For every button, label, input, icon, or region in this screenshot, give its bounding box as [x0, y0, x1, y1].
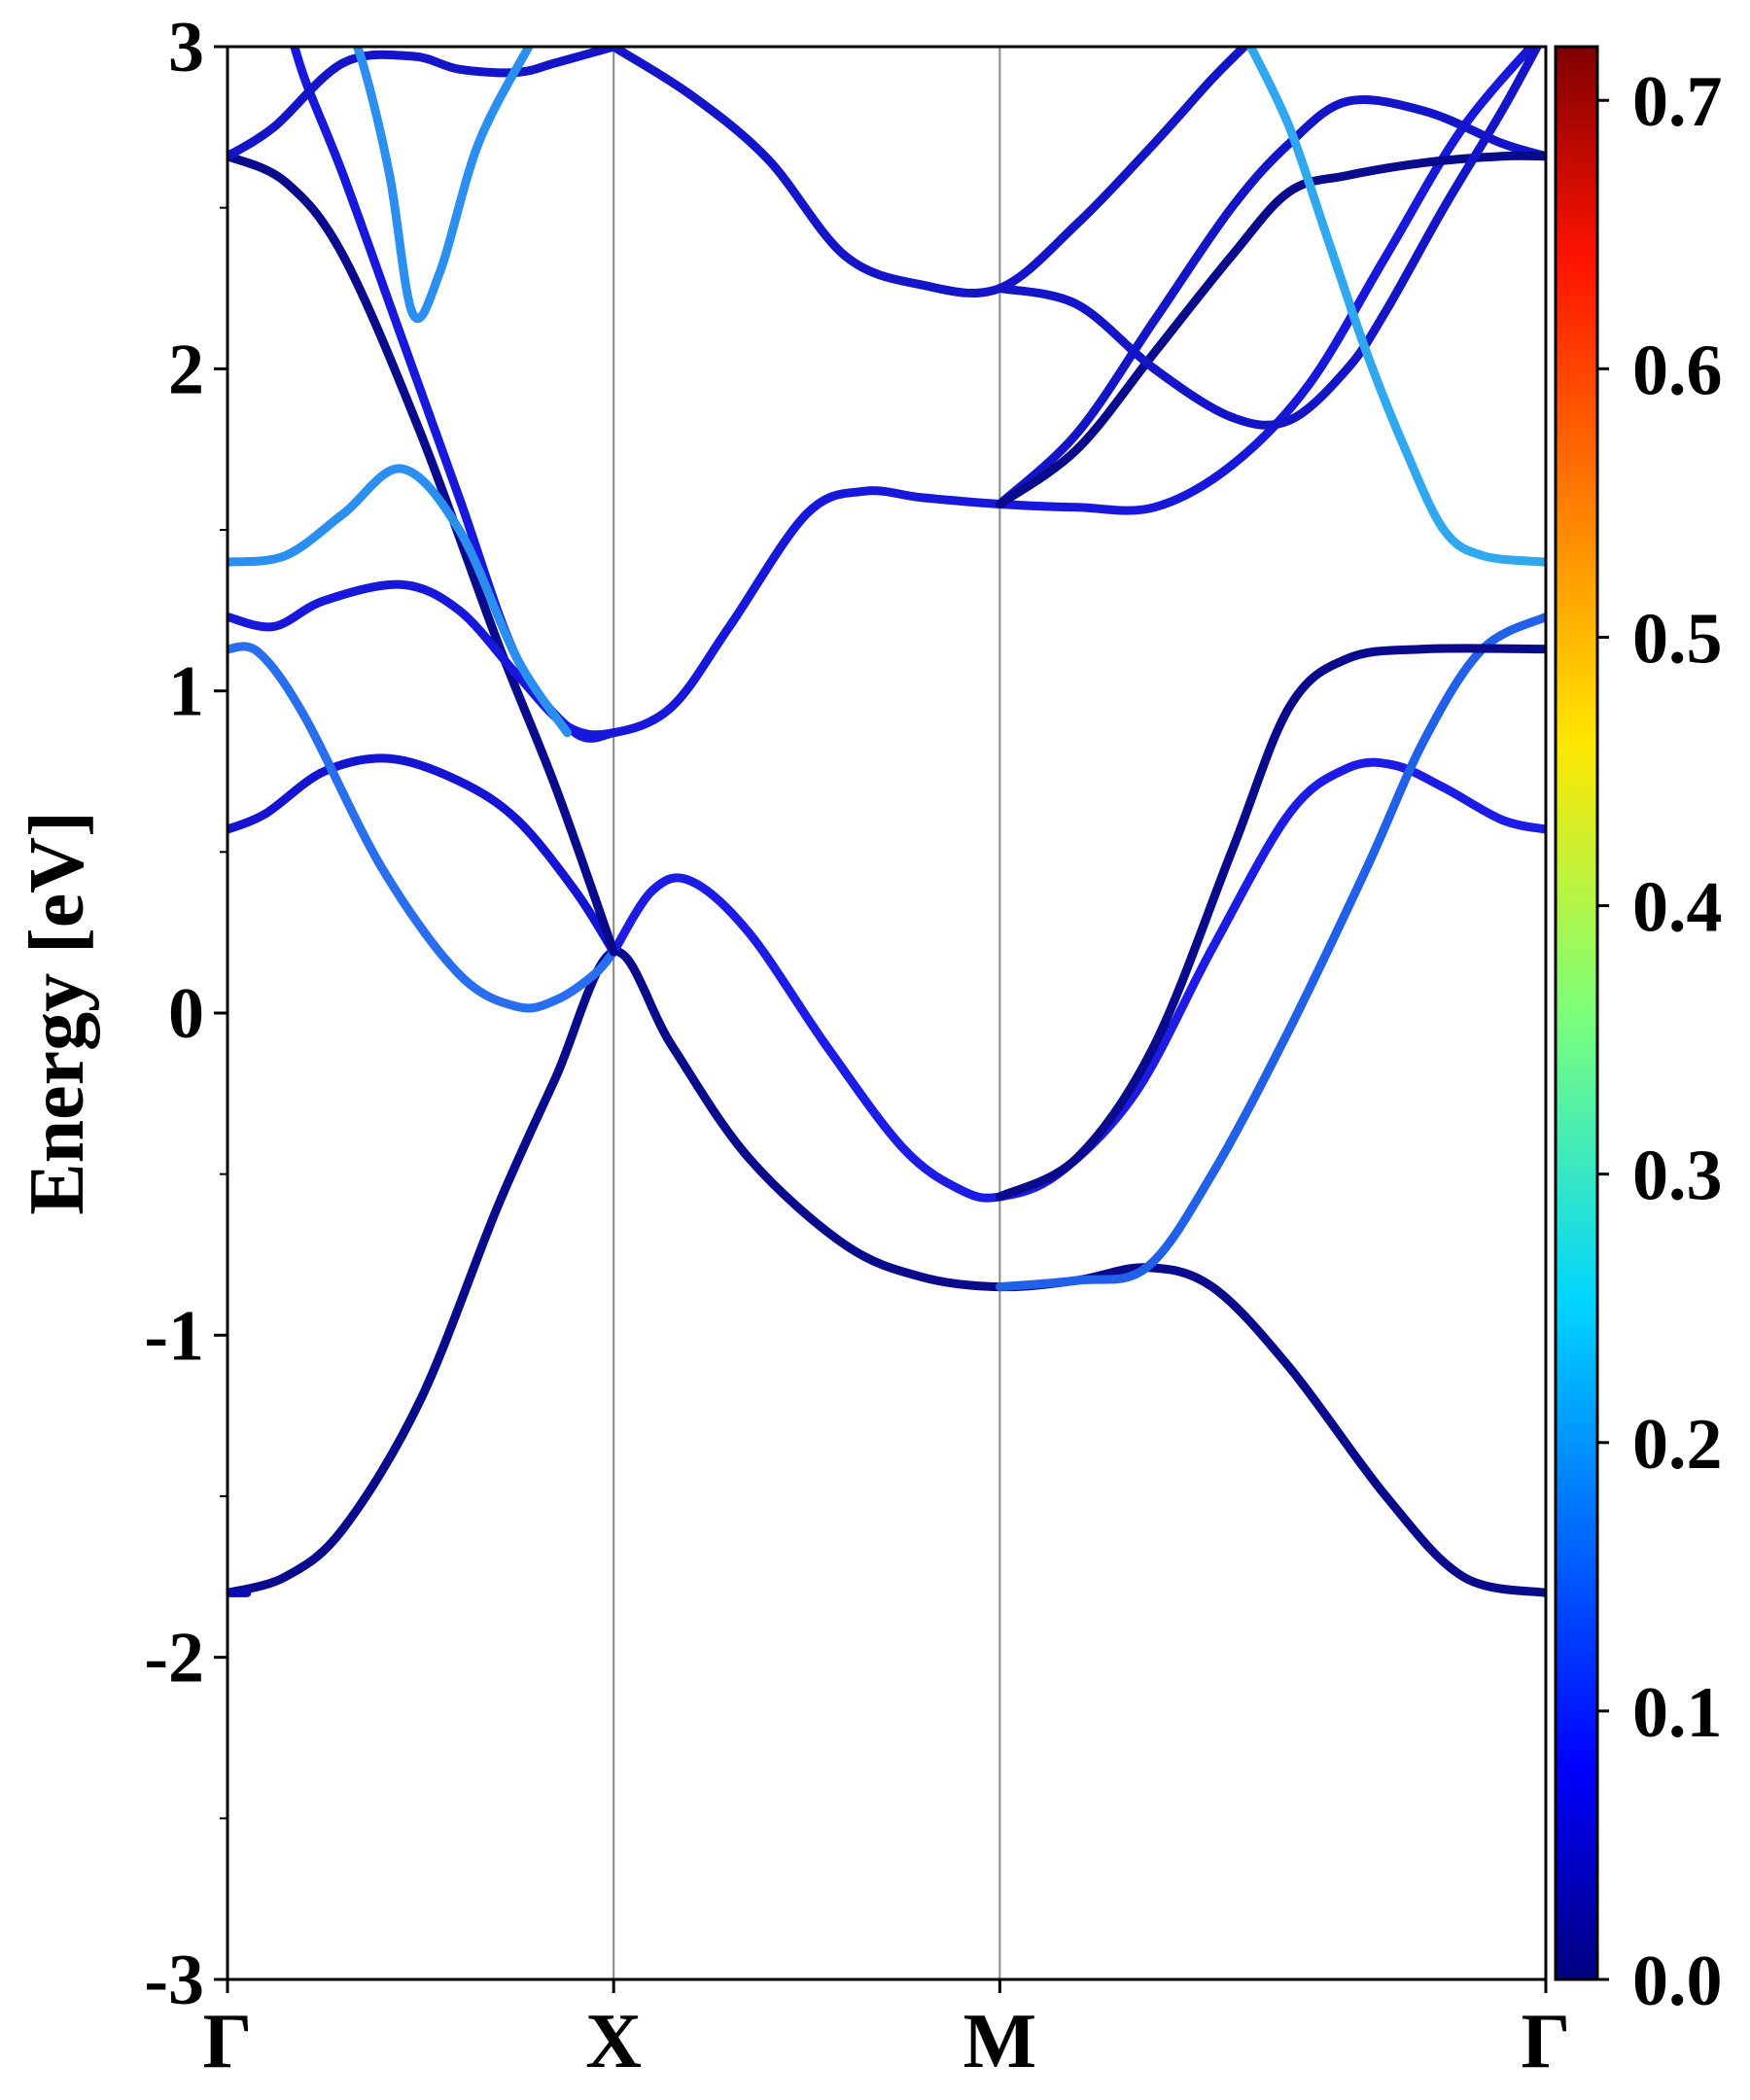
kpoint-label: M — [963, 1999, 1037, 2084]
band-line-15 — [609, 47, 1251, 298]
colorbar-tick-label: 0.2 — [1632, 1405, 1723, 1485]
kpoint-label: X — [585, 1999, 642, 2084]
band-line-13 — [995, 151, 1546, 508]
colorbar-tick-label: 0.7 — [1632, 62, 1723, 142]
colorbar: 0.0 0.1 0.2 0.3 0.4 0.5 0.6 0.7 — [1554, 45, 1723, 2021]
colorbar-tick-label: 0.6 — [1632, 331, 1723, 410]
band-line-4 — [228, 753, 618, 957]
y-axis-label: Energy [eV] — [15, 811, 100, 1214]
colorbar-tick-label: 0.3 — [1632, 1137, 1723, 1216]
grid-lines — [612, 47, 1001, 1979]
band-line-3 — [609, 757, 1546, 1203]
plot-frame — [226, 45, 1548, 1981]
band-line-10 — [228, 47, 1538, 740]
y-tick-label: 3 — [168, 8, 204, 88]
band-line-8 — [228, 152, 618, 957]
band-line-14 — [995, 47, 1543, 430]
kpoint-label: Γ — [1522, 1999, 1571, 2084]
band-line-5 — [228, 642, 618, 1013]
y-tick-label: -1 — [144, 1296, 204, 1376]
band-line-6 — [995, 612, 1546, 1292]
band-line-18 — [352, 47, 534, 324]
colorbar-tick-label: 0.1 — [1632, 1673, 1723, 1753]
kpoint-label: Γ — [203, 1999, 253, 2084]
y-ticks: 3 2 1 0 -1 -2 -3 — [144, 8, 228, 2020]
band-line-7 — [995, 644, 1546, 1202]
band-line-11 — [228, 464, 572, 738]
band-line-9 — [290, 47, 618, 743]
y-tick-label: -3 — [144, 1941, 204, 2020]
y-tick-label: 1 — [168, 652, 204, 732]
colorbar-tick-label: 0.5 — [1632, 599, 1723, 679]
y-tick-label: 0 — [168, 974, 204, 1054]
colorbar-gradient — [1554, 45, 1599, 1981]
y-tick-label: 2 — [168, 330, 204, 409]
colorbar-ticks: 0.0 0.1 0.2 0.3 0.4 0.5 0.6 0.7 — [1597, 62, 1723, 2021]
y-tick-label: -2 — [144, 1619, 204, 1698]
colorbar-tick-label: 0.4 — [1632, 868, 1723, 948]
band-line-17 — [228, 47, 618, 161]
band-lines — [228, 47, 1546, 1597]
band-line-1 — [228, 947, 1546, 1597]
band-line-12 — [995, 95, 1546, 508]
band-line-16 — [1246, 47, 1546, 567]
colorbar-tick-label: 0.0 — [1632, 1942, 1723, 2021]
